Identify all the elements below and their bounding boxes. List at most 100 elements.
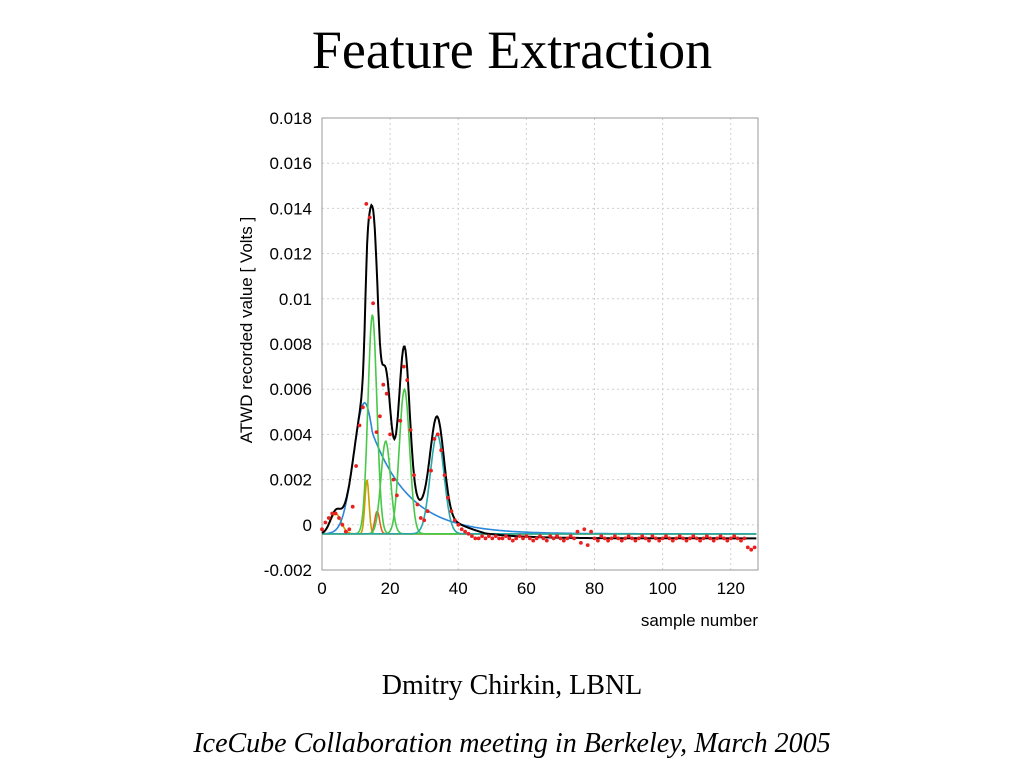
data-point: [565, 536, 570, 541]
data-point: [653, 536, 658, 541]
data-point: [643, 536, 648, 541]
x-tick-label: 60: [517, 579, 536, 598]
data-point: [330, 511, 335, 516]
fit-component-1: [321, 512, 757, 535]
fit-component-7: [322, 387, 757, 535]
data-point: [585, 543, 590, 547]
tick-labels: 0 20 40 60 80 100 120 -0.002 0 0.002 0.004 0.006 0.0…: [264, 109, 745, 598]
data-point: [418, 516, 423, 520]
data-point: [527, 536, 532, 541]
data-point: [752, 545, 757, 550]
data-point: [412, 473, 416, 477]
y-tick-label: 0.002: [269, 471, 312, 490]
data-point: [357, 423, 362, 428]
data-point: [749, 547, 754, 552]
slide-title: Feature Extraction: [311, 20, 713, 80]
data-point: [463, 529, 467, 534]
x-tick-label: 120: [717, 579, 745, 598]
data-point: [432, 437, 437, 441]
data-point: [647, 538, 651, 543]
data-point: [398, 418, 403, 423]
data-point: [589, 529, 593, 534]
data-point: [459, 527, 464, 532]
data-point: [395, 493, 399, 498]
fit-components: [321, 314, 757, 535]
meeting-line: IceCube Collaboration meeting in Berkele…: [193, 728, 831, 759]
data-point: [551, 536, 556, 541]
y-tick-label: 0.018: [269, 109, 312, 128]
data-point: [579, 541, 583, 545]
data-point: [514, 536, 519, 541]
data-point: [490, 536, 495, 541]
y-tick-label: 0.016: [269, 154, 312, 173]
data-point: [636, 536, 641, 541]
data-point: [378, 414, 382, 419]
total-fit-line: [321, 203, 757, 540]
x-tick-label: 20: [381, 579, 400, 598]
fit-component-8: [322, 433, 757, 535]
data-point: [476, 536, 481, 541]
data-point: [473, 536, 478, 541]
data-point: [343, 529, 348, 534]
data-point: [384, 391, 389, 396]
data-point: [674, 536, 679, 541]
data-point: [599, 534, 604, 538]
data-point: [391, 477, 396, 482]
data-point: [735, 536, 740, 541]
data-point: [561, 538, 566, 543]
data-point: [470, 534, 474, 538]
data-point: [531, 538, 536, 543]
data-point: [456, 522, 461, 527]
data-point: [626, 534, 631, 538]
data-point: [320, 527, 324, 532]
data-point: [688, 536, 692, 541]
data-point: [534, 536, 539, 541]
data-point: [711, 538, 716, 543]
data-point: [722, 536, 726, 541]
data-point: [480, 534, 484, 538]
data-point: [548, 534, 553, 538]
data-point: [701, 536, 706, 541]
y-tick-label: 0.01: [279, 290, 312, 309]
y-axis-label: ATWD recorded value [ Volts ]: [237, 217, 256, 443]
data-point: [493, 534, 498, 538]
data-point: [425, 509, 430, 514]
data-point: [555, 534, 559, 538]
data-point: [435, 432, 440, 437]
data-point: [354, 464, 358, 468]
x-axis-label: sample number: [641, 611, 759, 630]
data-point: [708, 536, 713, 541]
data-point: [596, 538, 600, 543]
data-point: [452, 518, 457, 523]
data-point: [694, 536, 699, 541]
data-point: [429, 468, 433, 473]
data-point: [630, 536, 634, 541]
data-point: [350, 504, 355, 509]
y-tick-label: 0.008: [269, 335, 312, 354]
data-point: [524, 534, 529, 538]
data-point: [660, 536, 665, 541]
data-point: [718, 534, 723, 538]
x-tick-label: 100: [648, 579, 676, 598]
data-point: [572, 536, 576, 541]
data-point: [521, 536, 525, 541]
x-tick-label: 40: [449, 579, 468, 598]
data-point: [415, 502, 420, 507]
plot-frame: [321, 117, 759, 571]
data-point: [640, 534, 645, 538]
data-point: [650, 534, 655, 538]
data-point: [677, 534, 682, 538]
chart-grid: [321, 117, 758, 571]
data-point: [619, 538, 624, 543]
data-point: [606, 538, 610, 543]
data-point: [664, 534, 668, 538]
data-point: [541, 536, 546, 541]
data-point: [582, 527, 587, 532]
data-point: [388, 432, 392, 437]
data-point: [742, 536, 747, 541]
data-point: [613, 534, 617, 538]
data-point: [623, 536, 628, 541]
data-point: [439, 448, 444, 453]
data-point: [517, 534, 522, 538]
fit-component-4: [322, 479, 757, 535]
